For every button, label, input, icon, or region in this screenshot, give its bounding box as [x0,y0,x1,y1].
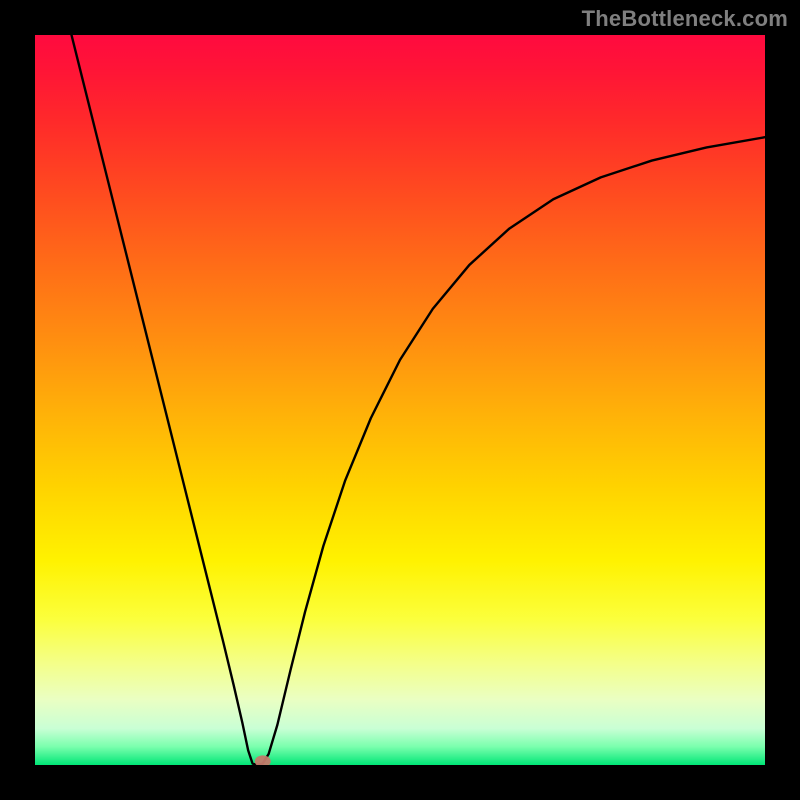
gradient-background [35,35,765,765]
watermark-text: TheBottleneck.com [582,6,788,32]
plot-area [35,35,765,765]
plot-svg [35,35,765,765]
chart-frame: TheBottleneck.com [0,0,800,800]
